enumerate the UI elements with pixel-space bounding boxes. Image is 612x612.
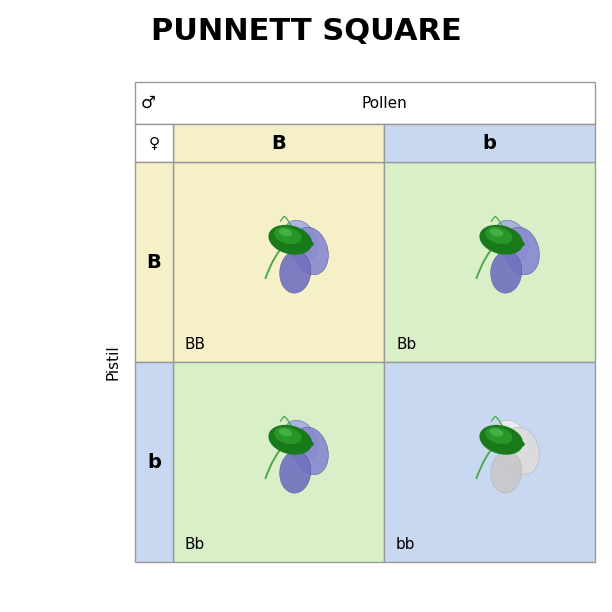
Bar: [173, 362, 384, 562]
Ellipse shape: [490, 428, 503, 436]
Text: Pistil: Pistil: [105, 344, 121, 380]
Ellipse shape: [494, 220, 528, 262]
Bar: [173, 162, 384, 362]
Ellipse shape: [283, 420, 318, 462]
Text: ♂: ♂: [141, 94, 156, 112]
Ellipse shape: [274, 427, 302, 444]
Bar: [384, 124, 595, 162]
Ellipse shape: [485, 427, 512, 444]
Ellipse shape: [504, 227, 539, 275]
Ellipse shape: [278, 428, 292, 436]
Text: Pollen: Pollen: [361, 95, 407, 111]
Ellipse shape: [504, 427, 539, 475]
Text: B: B: [147, 253, 162, 272]
Bar: [135, 124, 173, 162]
Ellipse shape: [283, 220, 318, 262]
Ellipse shape: [274, 227, 302, 244]
Ellipse shape: [490, 228, 503, 236]
Ellipse shape: [515, 440, 524, 447]
Text: b: b: [483, 133, 496, 152]
Ellipse shape: [491, 251, 522, 293]
Text: BB: BB: [185, 337, 206, 352]
Text: ♀: ♀: [149, 135, 160, 151]
Bar: [135, 82, 595, 124]
Text: PUNNETT SQUARE: PUNNETT SQUARE: [151, 17, 461, 46]
Text: b: b: [147, 452, 161, 471]
Ellipse shape: [304, 241, 314, 247]
Bar: [173, 124, 384, 162]
Ellipse shape: [491, 451, 522, 493]
Ellipse shape: [485, 227, 512, 244]
Text: Bb: Bb: [396, 337, 416, 352]
Bar: [135, 162, 173, 362]
Ellipse shape: [269, 225, 312, 255]
Text: B: B: [271, 133, 286, 152]
Text: bb: bb: [396, 537, 416, 552]
Ellipse shape: [269, 425, 312, 455]
Ellipse shape: [293, 227, 329, 275]
Bar: [135, 362, 173, 562]
Bar: [384, 362, 595, 562]
Text: Bb: Bb: [185, 537, 205, 552]
Ellipse shape: [304, 440, 314, 447]
Ellipse shape: [479, 425, 523, 455]
Ellipse shape: [280, 451, 311, 493]
Ellipse shape: [515, 241, 524, 247]
Ellipse shape: [494, 420, 528, 462]
Ellipse shape: [280, 251, 311, 293]
Ellipse shape: [479, 225, 523, 255]
Bar: [384, 162, 595, 362]
Ellipse shape: [278, 228, 292, 236]
Ellipse shape: [293, 427, 329, 475]
